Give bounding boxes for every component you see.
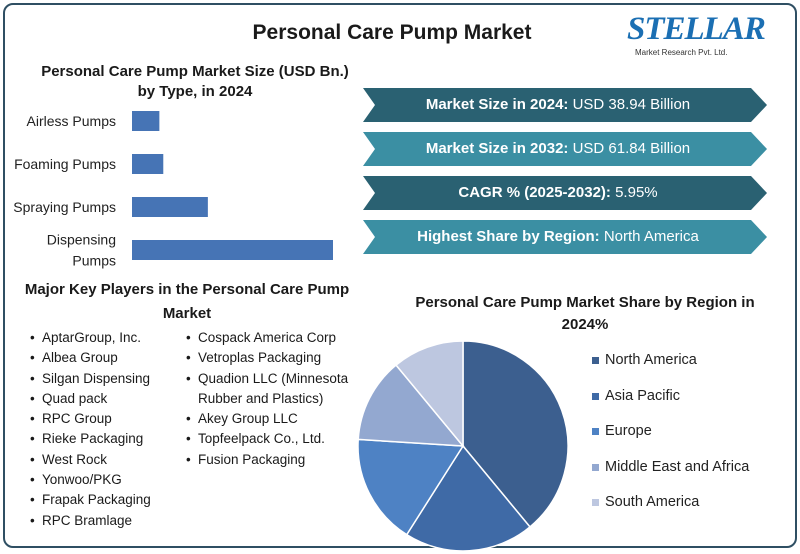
- banner-arrow-shape: [363, 176, 767, 210]
- pie-legend: North America Asia Pacific Europe Middle Ea…: [592, 352, 749, 530]
- key-player-item: Rieke Packaging: [30, 429, 190, 450]
- legend-item-europe: Europe: [592, 423, 749, 459]
- stat-label: Market Size in 2024:: [425, 96, 569, 113]
- legend-item-middle-east-and-africa: Middle East and Africa: [592, 459, 749, 495]
- pie-slice-south-america: [395, 340, 464, 449]
- legend-label: North America: [605, 352, 697, 368]
- key-player-item: Albea Group: [30, 348, 190, 369]
- key-player-item: Yonwoo/PKG: [30, 470, 190, 491]
- legend-label: Europe: [605, 423, 652, 439]
- stat-value: USD 38.94 Billion: [568, 96, 691, 113]
- key-players-list-2: Cospack America CorpVetroplas PackagingQ…: [186, 328, 351, 470]
- banner-arrow-shape: [363, 88, 767, 122]
- bar-chart-title: Personal Care Pump Market Size (USD Bn.)…: [41, 63, 349, 100]
- key-player-item: West Rock: [30, 450, 190, 471]
- stat-banner-1: Market Size in 2024: USD 38.94 Billion: [363, 88, 768, 122]
- stat-label: Market Size in 2032:: [425, 140, 569, 157]
- key-player-item: Fusion Packaging: [186, 450, 351, 471]
- bar-label-airless-pumps: Airless Pumps: [27, 113, 116, 129]
- logo-wordmark: STELLAR: [627, 11, 766, 47]
- stat-label: Highest Share by Region:: [417, 228, 600, 245]
- bar-label-foaming-pumps: Foaming Pumps: [14, 156, 116, 172]
- bar-spraying-pumps: [132, 197, 208, 217]
- pie-chart-title: Personal Care Pump Market Share by Regio…: [415, 294, 755, 333]
- stat-label: CAGR % (2025-2032):: [458, 184, 611, 201]
- logo-subtext: Market Research Pvt. Ltd.: [635, 48, 728, 57]
- key-player-item: Silgan Dispensing: [30, 369, 190, 390]
- banner-arrow-shape: [363, 132, 767, 166]
- pie-slice-north-america: [462, 340, 569, 528]
- key-player-item: Topfeelpack Co., Ltd.: [186, 429, 351, 450]
- pie-slice-europe: [357, 438, 465, 536]
- bar-label-dispensing-pumps: Dispensing Pumps: [47, 232, 116, 269]
- company-logo: STELLAR Market Research Pvt. Ltd.: [619, 11, 789, 61]
- key-player-item: RPC Bramlage: [30, 511, 190, 532]
- legend-item-asia-pacific: Asia Pacific: [592, 388, 749, 424]
- bar-dispensing-pumps: [132, 240, 333, 260]
- stat-banner-4: Highest Share by Region: North America: [363, 220, 768, 254]
- pie-slice-middle-east-and-africa: [357, 364, 465, 447]
- key-player-item: Quad pack: [30, 389, 190, 410]
- legend-item-north-america: North America: [592, 352, 749, 388]
- key-players-title: Major Key Players in the Personal Care P…: [24, 281, 350, 322]
- main-title: Personal Care Pump Market: [252, 21, 532, 44]
- legend-label: Middle East and Africa: [605, 458, 750, 475]
- stat-banner-3: CAGR % (2025-2032): 5.95%: [363, 176, 768, 210]
- stat-value: 5.95%: [610, 184, 658, 201]
- key-player-item: Vetroplas Packaging: [186, 348, 351, 369]
- stat-banner-2: Market Size in 2032: USD 61.84 Billion: [363, 132, 768, 166]
- stat-value: USD 61.84 Billion: [568, 140, 691, 157]
- legend-swatch: [592, 463, 599, 471]
- legend-swatch: [592, 499, 599, 506]
- key-player-item: AptarGroup, Inc.: [30, 328, 190, 349]
- key-players-list-1: AptarGroup, Inc.Albea GroupSilgan Dispen…: [30, 328, 190, 531]
- bar-chart: Airless Pumps Foaming Pumps Spraying Pumps…: [13, 111, 333, 269]
- key-player-item: Cospack America Corp: [186, 328, 351, 349]
- legend-swatch: [592, 428, 599, 435]
- legend-swatch: [592, 357, 599, 364]
- key-player-item: RPC Group: [30, 409, 190, 430]
- key-player-item: Frapak Packaging: [30, 490, 190, 511]
- bar-foaming-pumps: [132, 154, 164, 174]
- bar-airless-pumps: [132, 111, 160, 131]
- key-player-item: Quadion LLC (Minnesota Rubber and Plasti…: [186, 369, 351, 410]
- legend-label: South America: [605, 494, 700, 510]
- legend-item-south-america: South America: [592, 494, 749, 530]
- banner-arrow-shape: [363, 220, 767, 254]
- bar-label-spraying-pumps: Spraying Pumps: [13, 199, 116, 215]
- key-player-item: Akey Group LLC: [186, 409, 351, 430]
- key-stats-banners: Market Size in 2024: USD 38.94 Billion Ma…: [363, 88, 768, 264]
- stat-value: North America: [599, 228, 699, 245]
- pie-chart: [357, 340, 569, 552]
- legend-swatch: [592, 392, 599, 400]
- legend-label: Asia Pacific: [605, 387, 680, 404]
